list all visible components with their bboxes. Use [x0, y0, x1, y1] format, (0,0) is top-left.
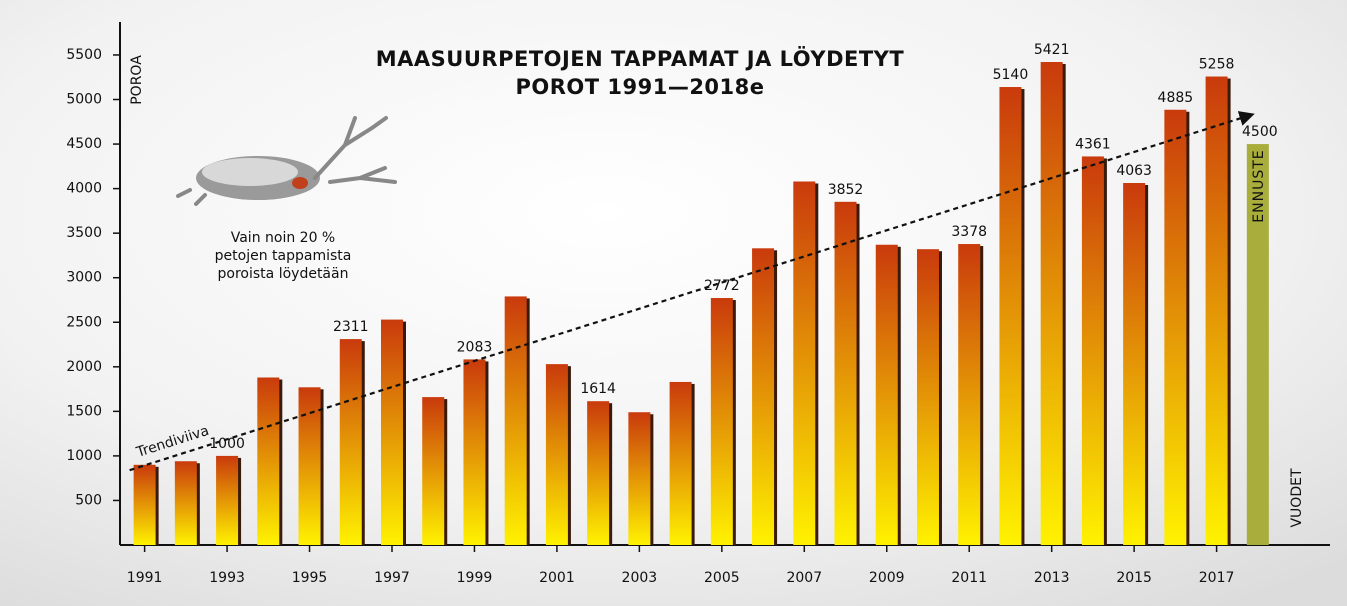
- annotation: Vain noin 20 %: [231, 230, 336, 246]
- bar: [1040, 62, 1063, 545]
- bar: [504, 296, 527, 545]
- x-axis-label: VUODET: [1289, 468, 1305, 527]
- y-tick-label: 2500: [66, 314, 102, 330]
- x-tick-label: 1991: [127, 570, 163, 586]
- x-tick-label: 1995: [292, 570, 328, 586]
- annotation: poroista löydetään: [218, 266, 349, 282]
- bar: [1246, 144, 1269, 545]
- value-label: 3852: [828, 182, 864, 198]
- bar: [1123, 182, 1146, 545]
- bar: [669, 381, 692, 545]
- x-tick-label: 2013: [1034, 570, 1070, 586]
- bar: [463, 359, 486, 545]
- bar: [133, 464, 156, 545]
- bar: [752, 248, 775, 545]
- value-label: 3378: [951, 224, 987, 240]
- y-tick-label: 4000: [66, 181, 102, 197]
- bar: [587, 401, 610, 545]
- chart-title: MAASUURPETOJEN TAPPAMAT JA LÖYDETYT: [376, 46, 905, 71]
- bar: [958, 244, 981, 546]
- value-label: 5421: [1034, 42, 1070, 58]
- bar: [875, 244, 898, 546]
- x-tick-label: 1997: [374, 570, 410, 586]
- bar: [339, 339, 362, 545]
- value-label: 5140: [993, 67, 1029, 83]
- y-axis-label: POROA: [129, 55, 145, 105]
- x-tick-label: 2007: [786, 570, 822, 586]
- annotation: petojen tappamista: [215, 248, 352, 264]
- x-tick-label: 1999: [457, 570, 493, 586]
- value-label: 4500: [1242, 124, 1278, 140]
- bar: [710, 298, 733, 545]
- bar: [545, 364, 568, 545]
- bar: [834, 201, 857, 545]
- x-tick-label: 2001: [539, 570, 575, 586]
- y-tick-label: 2000: [66, 359, 102, 375]
- bar: [257, 377, 280, 545]
- bar: [793, 181, 816, 545]
- x-tick-label: 2017: [1199, 570, 1235, 586]
- value-label: 1000: [209, 436, 245, 452]
- value-label: 5258: [1199, 57, 1235, 73]
- forecast-label: ENNUSTE: [1251, 149, 1267, 222]
- trendline: [129, 111, 1255, 472]
- value-label: 4885: [1158, 90, 1194, 106]
- y-tick-label: 1500: [66, 403, 102, 419]
- value-label: 2311: [333, 319, 369, 335]
- y-tick-label: 3000: [66, 270, 102, 286]
- x-tick-label: 1993: [209, 570, 245, 586]
- chart-title: POROT 1991—2018e: [515, 75, 764, 99]
- x-tick-label: 2005: [704, 570, 740, 586]
- x-tick-label: 2009: [869, 570, 905, 586]
- bar: [1164, 109, 1187, 545]
- bar: [380, 319, 403, 545]
- y-tick-label: 500: [75, 492, 102, 508]
- y-tick-label: 5000: [66, 92, 102, 108]
- value-label: 2083: [457, 339, 493, 355]
- bar: [1081, 156, 1104, 546]
- x-tick-label: 2003: [622, 570, 658, 586]
- bar: [216, 455, 239, 545]
- bar: [1205, 76, 1228, 545]
- y-tick-label: 3500: [66, 225, 102, 241]
- y-tick-label: 1000: [66, 448, 102, 464]
- value-label: 4361: [1075, 136, 1111, 152]
- y-tick-label: 5500: [66, 47, 102, 63]
- value-label: 1614: [580, 381, 616, 397]
- x-tick-label: 2011: [951, 570, 987, 586]
- bar: [174, 461, 197, 545]
- bar: [422, 397, 445, 545]
- bar: [628, 412, 651, 545]
- bar: [999, 87, 1022, 545]
- bar: [916, 249, 939, 545]
- bar: [298, 387, 321, 545]
- value-label: 2772: [704, 278, 740, 294]
- x-tick-label: 2015: [1116, 570, 1152, 586]
- y-tick-label: 4500: [66, 136, 102, 152]
- reindeer-illustration: [176, 116, 397, 206]
- value-label: 4063: [1116, 163, 1152, 179]
